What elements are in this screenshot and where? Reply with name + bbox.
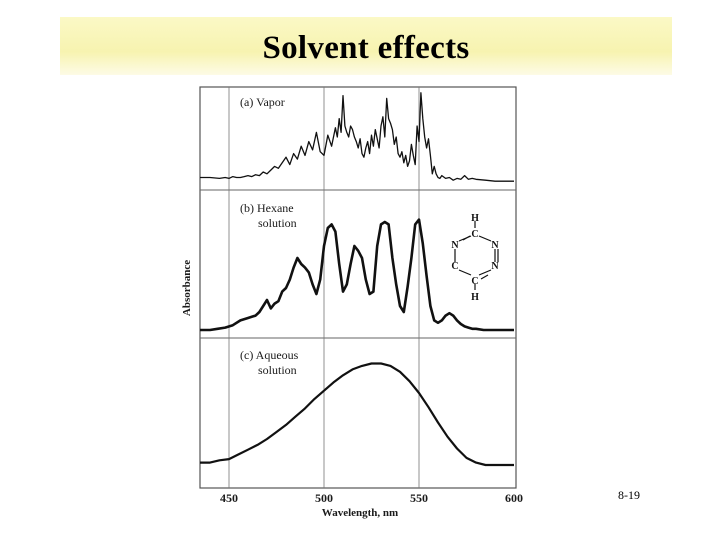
atom-label: N	[491, 240, 499, 251]
atom-label: N	[491, 261, 499, 272]
plot-frame	[199, 86, 517, 489]
series-line-hexane	[200, 218, 514, 332]
x-tick-label: 500	[315, 491, 333, 505]
tetrazine-structure: HCN NC NCH	[451, 213, 499, 303]
bond	[478, 269, 492, 276]
atom-label: C	[471, 229, 478, 240]
x-tick-label: 550	[410, 491, 428, 505]
atom-label: N	[451, 240, 459, 251]
series-line-aqueous	[200, 362, 514, 467]
title-banner: Solvent effects	[60, 17, 672, 75]
atom-label: C	[451, 261, 458, 272]
x-tick-label: 450	[220, 491, 238, 505]
x-tick-label: 600	[505, 491, 523, 505]
x-axis-label: Wavelength, nm	[322, 507, 398, 519]
bond	[478, 235, 492, 242]
panel-label-vapor: (a) Vapor	[240, 95, 285, 109]
panel-label-hexane: (b) Hexane	[240, 201, 294, 215]
panel-label-aqueous-2: solution	[258, 363, 297, 377]
bond	[458, 269, 472, 276]
spectra-curves	[200, 92, 514, 467]
bond	[462, 235, 471, 241]
atom-label: C	[471, 276, 478, 287]
panel-frames	[199, 86, 517, 489]
x-tick-labels: 450 500 550 600	[220, 491, 523, 505]
y-axis-label: Absorbance	[181, 260, 193, 316]
atom-label: H	[471, 292, 479, 303]
slide-title: Solvent effects	[262, 30, 470, 66]
page-number: 8-19	[618, 488, 640, 502]
panel-label-aqueous: (c) Aqueous	[240, 348, 299, 362]
atom-label: H	[471, 213, 479, 224]
panel-label-hexane-2: solution	[258, 216, 297, 230]
bond	[480, 274, 489, 280]
series-line-vapor	[200, 92, 514, 182]
grid-lines	[228, 87, 420, 488]
